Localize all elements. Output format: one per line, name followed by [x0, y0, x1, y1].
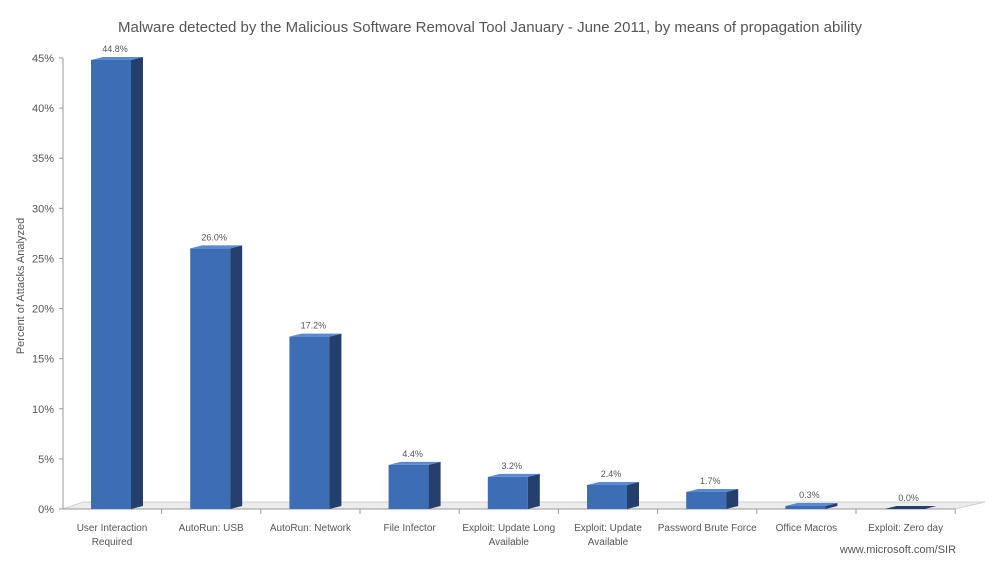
bar [587, 481, 639, 509]
bar-front [190, 248, 231, 509]
value-labels: 44.8% 26.0% 17.2% 4.4% 3.2% 2.4% 1.7% 0.3% 0.0% [102, 44, 919, 503]
bar-side [428, 461, 441, 509]
y-tick-label: 45% [32, 53, 54, 65]
value-label: 44.8% [102, 44, 128, 54]
value-label: 26.0% [201, 232, 227, 242]
bar-front [388, 464, 429, 509]
bar [289, 333, 342, 509]
chart-title: Malware detected by the Malicious Softwa… [118, 19, 863, 36]
category-labels: User Interaction Required AutoRun: USB Auto… [77, 523, 943, 548]
value-label: 0.3% [799, 490, 820, 500]
y-tick-label: 30% [32, 203, 54, 215]
bar-side [627, 481, 639, 509]
category-label: File Infector [383, 523, 436, 534]
bar-top [785, 502, 838, 506]
y-tick-label: 20% [32, 304, 54, 316]
y-tick-label: 35% [32, 153, 54, 165]
y-tick-label: 10% [32, 404, 54, 416]
category-label: Office Macros [776, 523, 838, 534]
category-label: AutoRun: USB [179, 523, 244, 534]
bar-front [686, 491, 727, 509]
value-label: 2.4% [601, 469, 622, 479]
bar [190, 245, 243, 509]
bar-top [587, 481, 639, 485]
value-label: 4.4% [402, 449, 423, 459]
y-tick-label: 15% [32, 354, 54, 366]
bar-side [329, 333, 342, 509]
bar [487, 473, 540, 509]
y-axis-ticks: 0% 5% 10% 15% 20% 25% 30% 35% 40% 45% [32, 53, 63, 516]
y-tick-label: 40% [32, 103, 54, 115]
category-label: User Interaction Required [77, 523, 148, 548]
category-label: AutoRun: Network [270, 523, 352, 534]
bar-side [825, 502, 838, 509]
value-label: 0.0% [898, 493, 919, 503]
bar-side [726, 488, 739, 509]
y-tick-label: 0% [38, 504, 54, 516]
category-label: Exploit: Zero day [868, 523, 943, 534]
category-label: Exploit: Update Available [574, 523, 642, 548]
bar-top [884, 506, 937, 509]
bar-front [587, 484, 627, 509]
bar-top [388, 461, 441, 465]
category-label: Password Brute Force [658, 523, 757, 534]
bar [785, 502, 838, 509]
bar [884, 506, 937, 509]
bar [91, 57, 143, 509]
y-tick-label: 25% [32, 253, 54, 265]
bar [388, 461, 441, 509]
y-axis-label: Percent of Attacks Analyzed [15, 218, 27, 354]
bar-side [527, 473, 540, 509]
bar-front [91, 60, 131, 509]
value-label: 3.2% [502, 461, 523, 471]
bar [686, 488, 739, 509]
bar-side [230, 245, 243, 509]
bar-front [785, 505, 826, 509]
bars [91, 57, 937, 509]
value-label: 17.2% [301, 321, 327, 331]
y-tick-label: 5% [38, 454, 54, 466]
bar-top [289, 333, 342, 337]
bar-top [190, 245, 243, 249]
bar-top [91, 57, 143, 61]
category-label: Exploit: Update Long Available [462, 523, 555, 548]
value-label: 1.7% [700, 476, 721, 486]
source-credit: www.microsoft.com/SIR [839, 544, 956, 556]
bar-side [131, 57, 143, 509]
bar-top [487, 473, 540, 477]
bar-top [686, 488, 739, 492]
bar-front [487, 476, 528, 509]
bar-front [289, 336, 330, 509]
